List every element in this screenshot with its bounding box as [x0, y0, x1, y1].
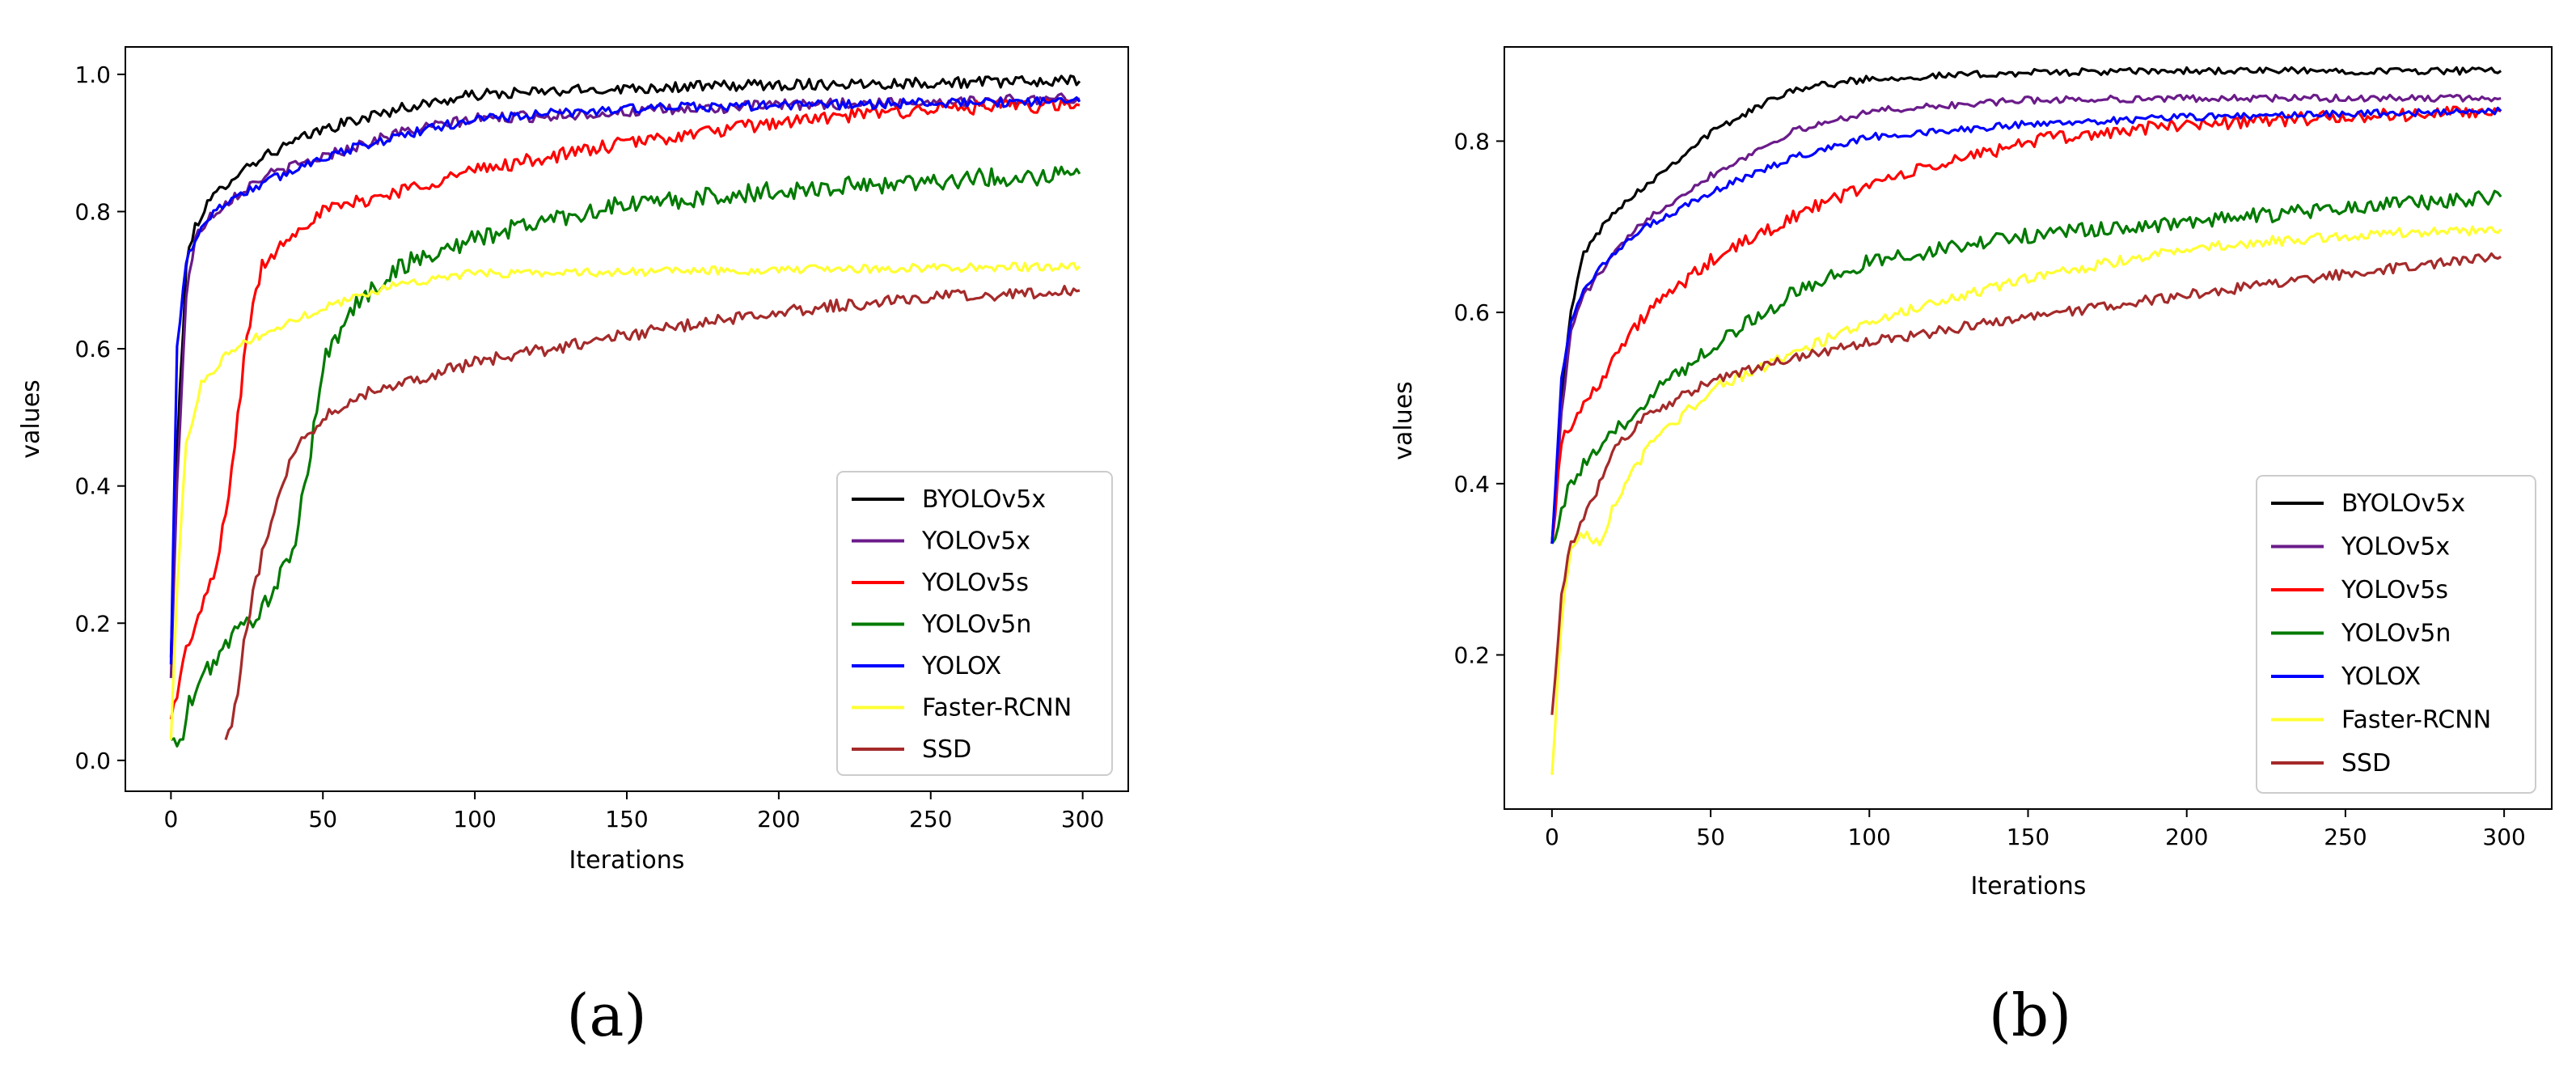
series-line-yolov5s	[169, 98, 1081, 720]
y-axis-label-b: values	[1390, 381, 1418, 460]
series-line-byolov5x	[1550, 66, 2502, 544]
legend-label-faster-rcnn: Faster-RCNN	[2341, 706, 2491, 735]
x-tick-label: 150	[2007, 824, 2049, 850]
legend-label-byolov5x: BYOLOv5x	[922, 485, 1046, 514]
y-tick-label: 0.2	[1453, 642, 1490, 668]
x-tick-label: 200	[2165, 824, 2208, 850]
tick-group-a: 0 50 100 150 200 250 300 0.0 0.2 0.4 0.6 0.8 1.0	[74, 61, 1104, 833]
y-tick-label: 1.0	[74, 61, 111, 88]
series-group-a	[169, 74, 1081, 748]
legend-label-ssd: SSD	[922, 735, 971, 764]
series-line-yolov5x	[169, 92, 1081, 679]
tick-group-b: 0 50 100 150 200 250 300 0.2 0.4 0.6 0.8	[1453, 128, 2525, 850]
y-tick-label: 0.4	[1453, 471, 1490, 498]
legend-b: BYOLOv5x YOLOv5x YOLOv5s YOLOv5n YOLOX Faster…	[2256, 475, 2536, 794]
series-line-yolov5n	[170, 165, 1081, 748]
y-tick-label: 0.8	[1453, 128, 1490, 155]
y-tick-label: 0.0	[74, 748, 111, 774]
x-tick-label: 100	[453, 806, 496, 833]
x-tick-label: 100	[1848, 824, 1891, 850]
series-line-ssd	[224, 285, 1081, 740]
legend-label-yolov5n: YOLOv5n	[921, 611, 1031, 639]
panel-caption-a: (a)	[566, 981, 646, 1049]
series-line-byolov5x	[169, 74, 1081, 658]
legend-entries-a: BYOLOv5x YOLOv5x YOLOv5s YOLOv5n YOLOX Faster…	[852, 485, 1072, 764]
legend-label-yolov5x: YOLOv5x	[921, 528, 1030, 556]
legend-label-faster-rcnn: Faster-RCNN	[922, 694, 1072, 722]
legend-label-yolov5s: YOLOv5s	[2341, 576, 2448, 604]
y-tick-label: 0.4	[74, 473, 111, 500]
panel-caption-b: (b)	[1989, 981, 2071, 1049]
series-group-b	[1550, 66, 2502, 775]
legend-label-byolov5x: BYOLOv5x	[2341, 489, 2465, 518]
x-tick-label: 0	[163, 806, 178, 833]
x-axis-label-b: Iterations	[1971, 872, 2087, 900]
x-tick-label: 50	[1696, 824, 1725, 850]
legend-a: BYOLOv5x YOLOv5x YOLOv5s YOLOv5n YOLOX Faster…	[836, 471, 1113, 776]
y-tick-label: 0.8	[74, 199, 111, 226]
series-line-yolov5x	[1550, 93, 2502, 544]
series-line-ssd	[1550, 252, 2502, 715]
legend-box-a	[836, 471, 1113, 776]
legend-label-yolox: YOLOX	[2341, 663, 2421, 691]
x-tick-label: 0	[1545, 824, 1559, 850]
series-line-faster-rcnn	[1550, 225, 2502, 775]
chart-panel-b: 0 50 100 150 200 250 300 0.2 0.4 0.6 0.8 Iteration…	[1390, 46, 2553, 1049]
x-tick-label: 50	[308, 806, 337, 833]
series-line-yolov5s	[1550, 105, 2502, 544]
legend-label-yolox: YOLOX	[921, 652, 1001, 680]
legend-box-b	[2256, 475, 2536, 794]
legend-entries-b: BYOLOv5x YOLOv5x YOLOv5s YOLOv5n YOLOX Faster…	[2271, 489, 2491, 778]
series-line-yolov5n	[1550, 189, 2502, 544]
x-axis-label-a: Iterations	[569, 846, 685, 875]
legend-label-yolov5x: YOLOv5x	[2341, 533, 2450, 561]
series-line-yolox	[1550, 106, 2502, 544]
x-tick-label: 200	[757, 806, 800, 833]
series-line-yolox	[169, 96, 1081, 665]
legend-label-yolov5n: YOLOv5n	[2341, 620, 2451, 648]
series-line-faster-rcnn	[169, 261, 1081, 740]
y-tick-label: 0.2	[74, 610, 111, 637]
x-tick-label: 250	[2324, 824, 2367, 850]
legend-label-yolov5s: YOLOv5s	[921, 569, 1029, 597]
chart-panel-a: 0 50 100 150 200 250 300 0.0 0.2 0.4 0.6 0.8 1.0 Ite…	[17, 46, 1129, 1049]
x-tick-label: 250	[909, 806, 952, 833]
x-tick-label: 300	[1061, 806, 1104, 833]
y-tick-label: 0.6	[1453, 299, 1490, 326]
legend-label-ssd: SSD	[2341, 749, 2391, 778]
y-tick-label: 0.6	[74, 336, 111, 362]
x-tick-label: 300	[2482, 824, 2525, 850]
x-tick-label: 150	[605, 806, 648, 833]
y-axis-label-a: values	[17, 379, 45, 459]
